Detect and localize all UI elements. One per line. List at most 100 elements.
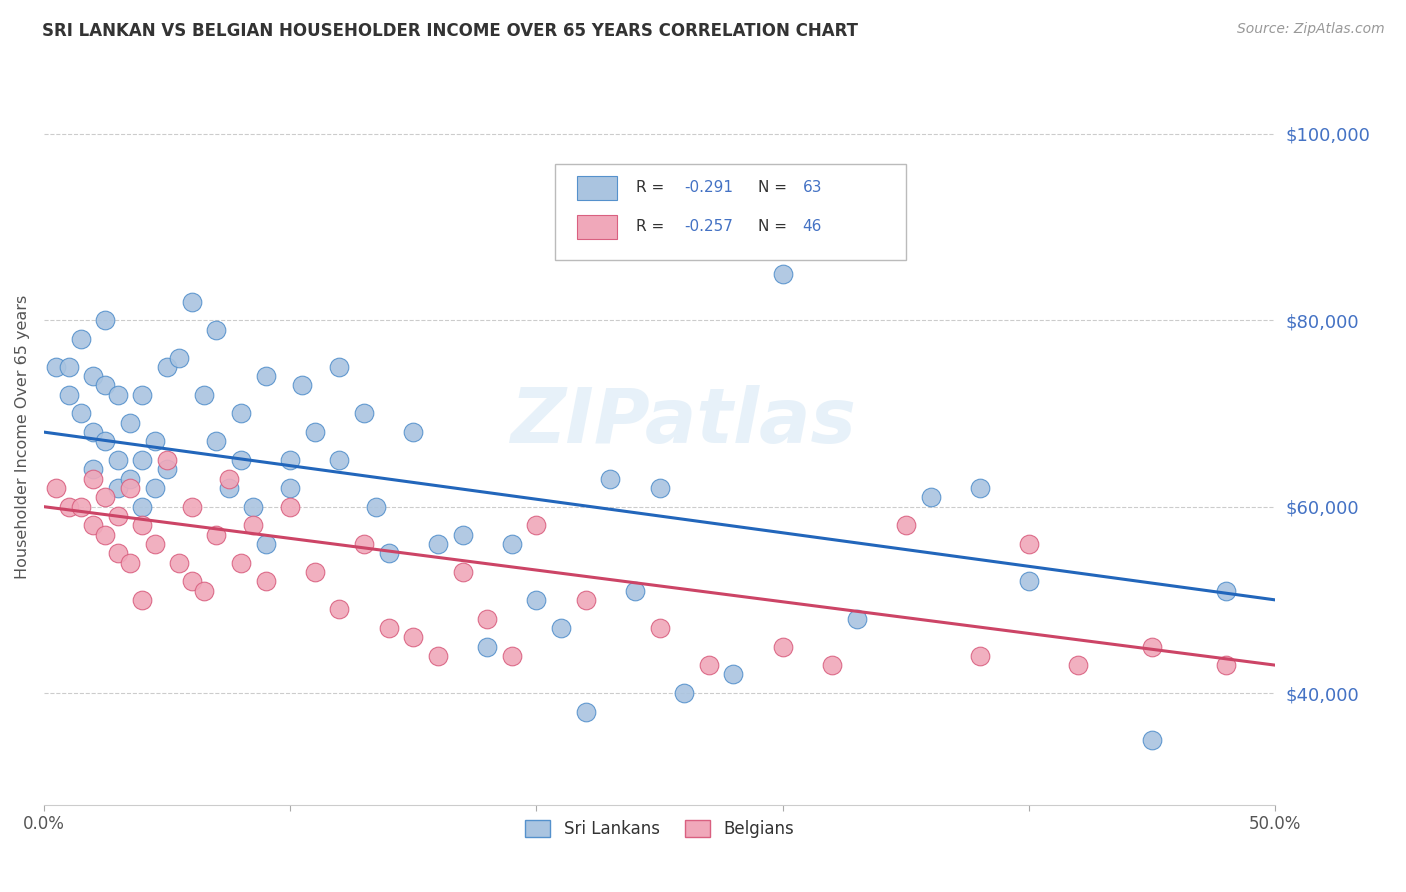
Point bbox=[193, 583, 215, 598]
Point bbox=[772, 267, 794, 281]
Point bbox=[107, 508, 129, 523]
Point bbox=[304, 425, 326, 439]
Point bbox=[772, 640, 794, 654]
Point bbox=[575, 705, 598, 719]
Point bbox=[58, 359, 80, 374]
Text: R =: R = bbox=[636, 219, 669, 235]
Point bbox=[599, 472, 621, 486]
Point bbox=[291, 378, 314, 392]
Point bbox=[229, 556, 252, 570]
Text: 46: 46 bbox=[803, 219, 823, 235]
Point bbox=[723, 667, 745, 681]
Point bbox=[131, 518, 153, 533]
Point bbox=[82, 462, 104, 476]
Text: 63: 63 bbox=[803, 180, 823, 195]
Point bbox=[477, 611, 499, 625]
Point bbox=[143, 537, 166, 551]
Point bbox=[697, 658, 720, 673]
Text: R =: R = bbox=[636, 180, 669, 195]
Point bbox=[366, 500, 388, 514]
Point bbox=[180, 500, 202, 514]
Point bbox=[353, 407, 375, 421]
Text: N =: N = bbox=[758, 180, 792, 195]
Point bbox=[1215, 658, 1237, 673]
Point bbox=[254, 574, 277, 589]
Point bbox=[242, 500, 264, 514]
Point bbox=[550, 621, 572, 635]
Point bbox=[69, 500, 91, 514]
Point bbox=[193, 388, 215, 402]
Point bbox=[969, 648, 991, 663]
Point bbox=[254, 537, 277, 551]
Point bbox=[107, 546, 129, 560]
Point bbox=[169, 351, 191, 365]
Point bbox=[526, 593, 548, 607]
Point bbox=[143, 481, 166, 495]
Point bbox=[169, 556, 191, 570]
Point bbox=[131, 500, 153, 514]
Point bbox=[69, 407, 91, 421]
Point bbox=[1140, 640, 1163, 654]
Point bbox=[1215, 583, 1237, 598]
Point bbox=[120, 556, 142, 570]
FancyBboxPatch shape bbox=[576, 176, 616, 200]
Point bbox=[278, 453, 301, 467]
Point bbox=[278, 481, 301, 495]
Point bbox=[107, 388, 129, 402]
Point bbox=[969, 481, 991, 495]
Point bbox=[120, 481, 142, 495]
Point bbox=[624, 583, 647, 598]
Point bbox=[526, 518, 548, 533]
Point bbox=[501, 537, 523, 551]
Point bbox=[353, 537, 375, 551]
Point bbox=[377, 621, 399, 635]
Point bbox=[120, 416, 142, 430]
Point bbox=[94, 378, 117, 392]
FancyBboxPatch shape bbox=[576, 215, 616, 239]
Point bbox=[218, 472, 240, 486]
Y-axis label: Householder Income Over 65 years: Householder Income Over 65 years bbox=[15, 294, 30, 579]
Point bbox=[328, 359, 350, 374]
Point bbox=[82, 472, 104, 486]
FancyBboxPatch shape bbox=[555, 164, 905, 260]
Point bbox=[94, 434, 117, 449]
Point bbox=[377, 546, 399, 560]
Point bbox=[229, 453, 252, 467]
Point bbox=[107, 453, 129, 467]
Point bbox=[304, 565, 326, 579]
Point bbox=[156, 453, 179, 467]
Point bbox=[920, 491, 942, 505]
Point bbox=[218, 481, 240, 495]
Point bbox=[402, 630, 425, 644]
Point bbox=[1067, 658, 1090, 673]
Point bbox=[229, 407, 252, 421]
Point bbox=[254, 369, 277, 384]
Text: Source: ZipAtlas.com: Source: ZipAtlas.com bbox=[1237, 22, 1385, 37]
Text: -0.291: -0.291 bbox=[685, 180, 734, 195]
Point bbox=[451, 527, 474, 541]
Point bbox=[82, 369, 104, 384]
Point bbox=[205, 527, 228, 541]
Point bbox=[156, 462, 179, 476]
Point bbox=[180, 294, 202, 309]
Point bbox=[58, 500, 80, 514]
Point bbox=[1018, 537, 1040, 551]
Point bbox=[426, 537, 449, 551]
Point bbox=[242, 518, 264, 533]
Text: -0.257: -0.257 bbox=[685, 219, 733, 235]
Point bbox=[131, 388, 153, 402]
Point bbox=[45, 359, 67, 374]
Point bbox=[426, 648, 449, 663]
Point bbox=[1140, 732, 1163, 747]
Text: ZIPatlas: ZIPatlas bbox=[512, 385, 858, 459]
Legend: Sri Lankans, Belgians: Sri Lankans, Belgians bbox=[519, 813, 800, 845]
Point bbox=[94, 491, 117, 505]
Point bbox=[131, 453, 153, 467]
Point bbox=[205, 322, 228, 336]
Point bbox=[328, 602, 350, 616]
Point bbox=[402, 425, 425, 439]
Point bbox=[143, 434, 166, 449]
Point bbox=[278, 500, 301, 514]
Point bbox=[1018, 574, 1040, 589]
Point bbox=[94, 527, 117, 541]
